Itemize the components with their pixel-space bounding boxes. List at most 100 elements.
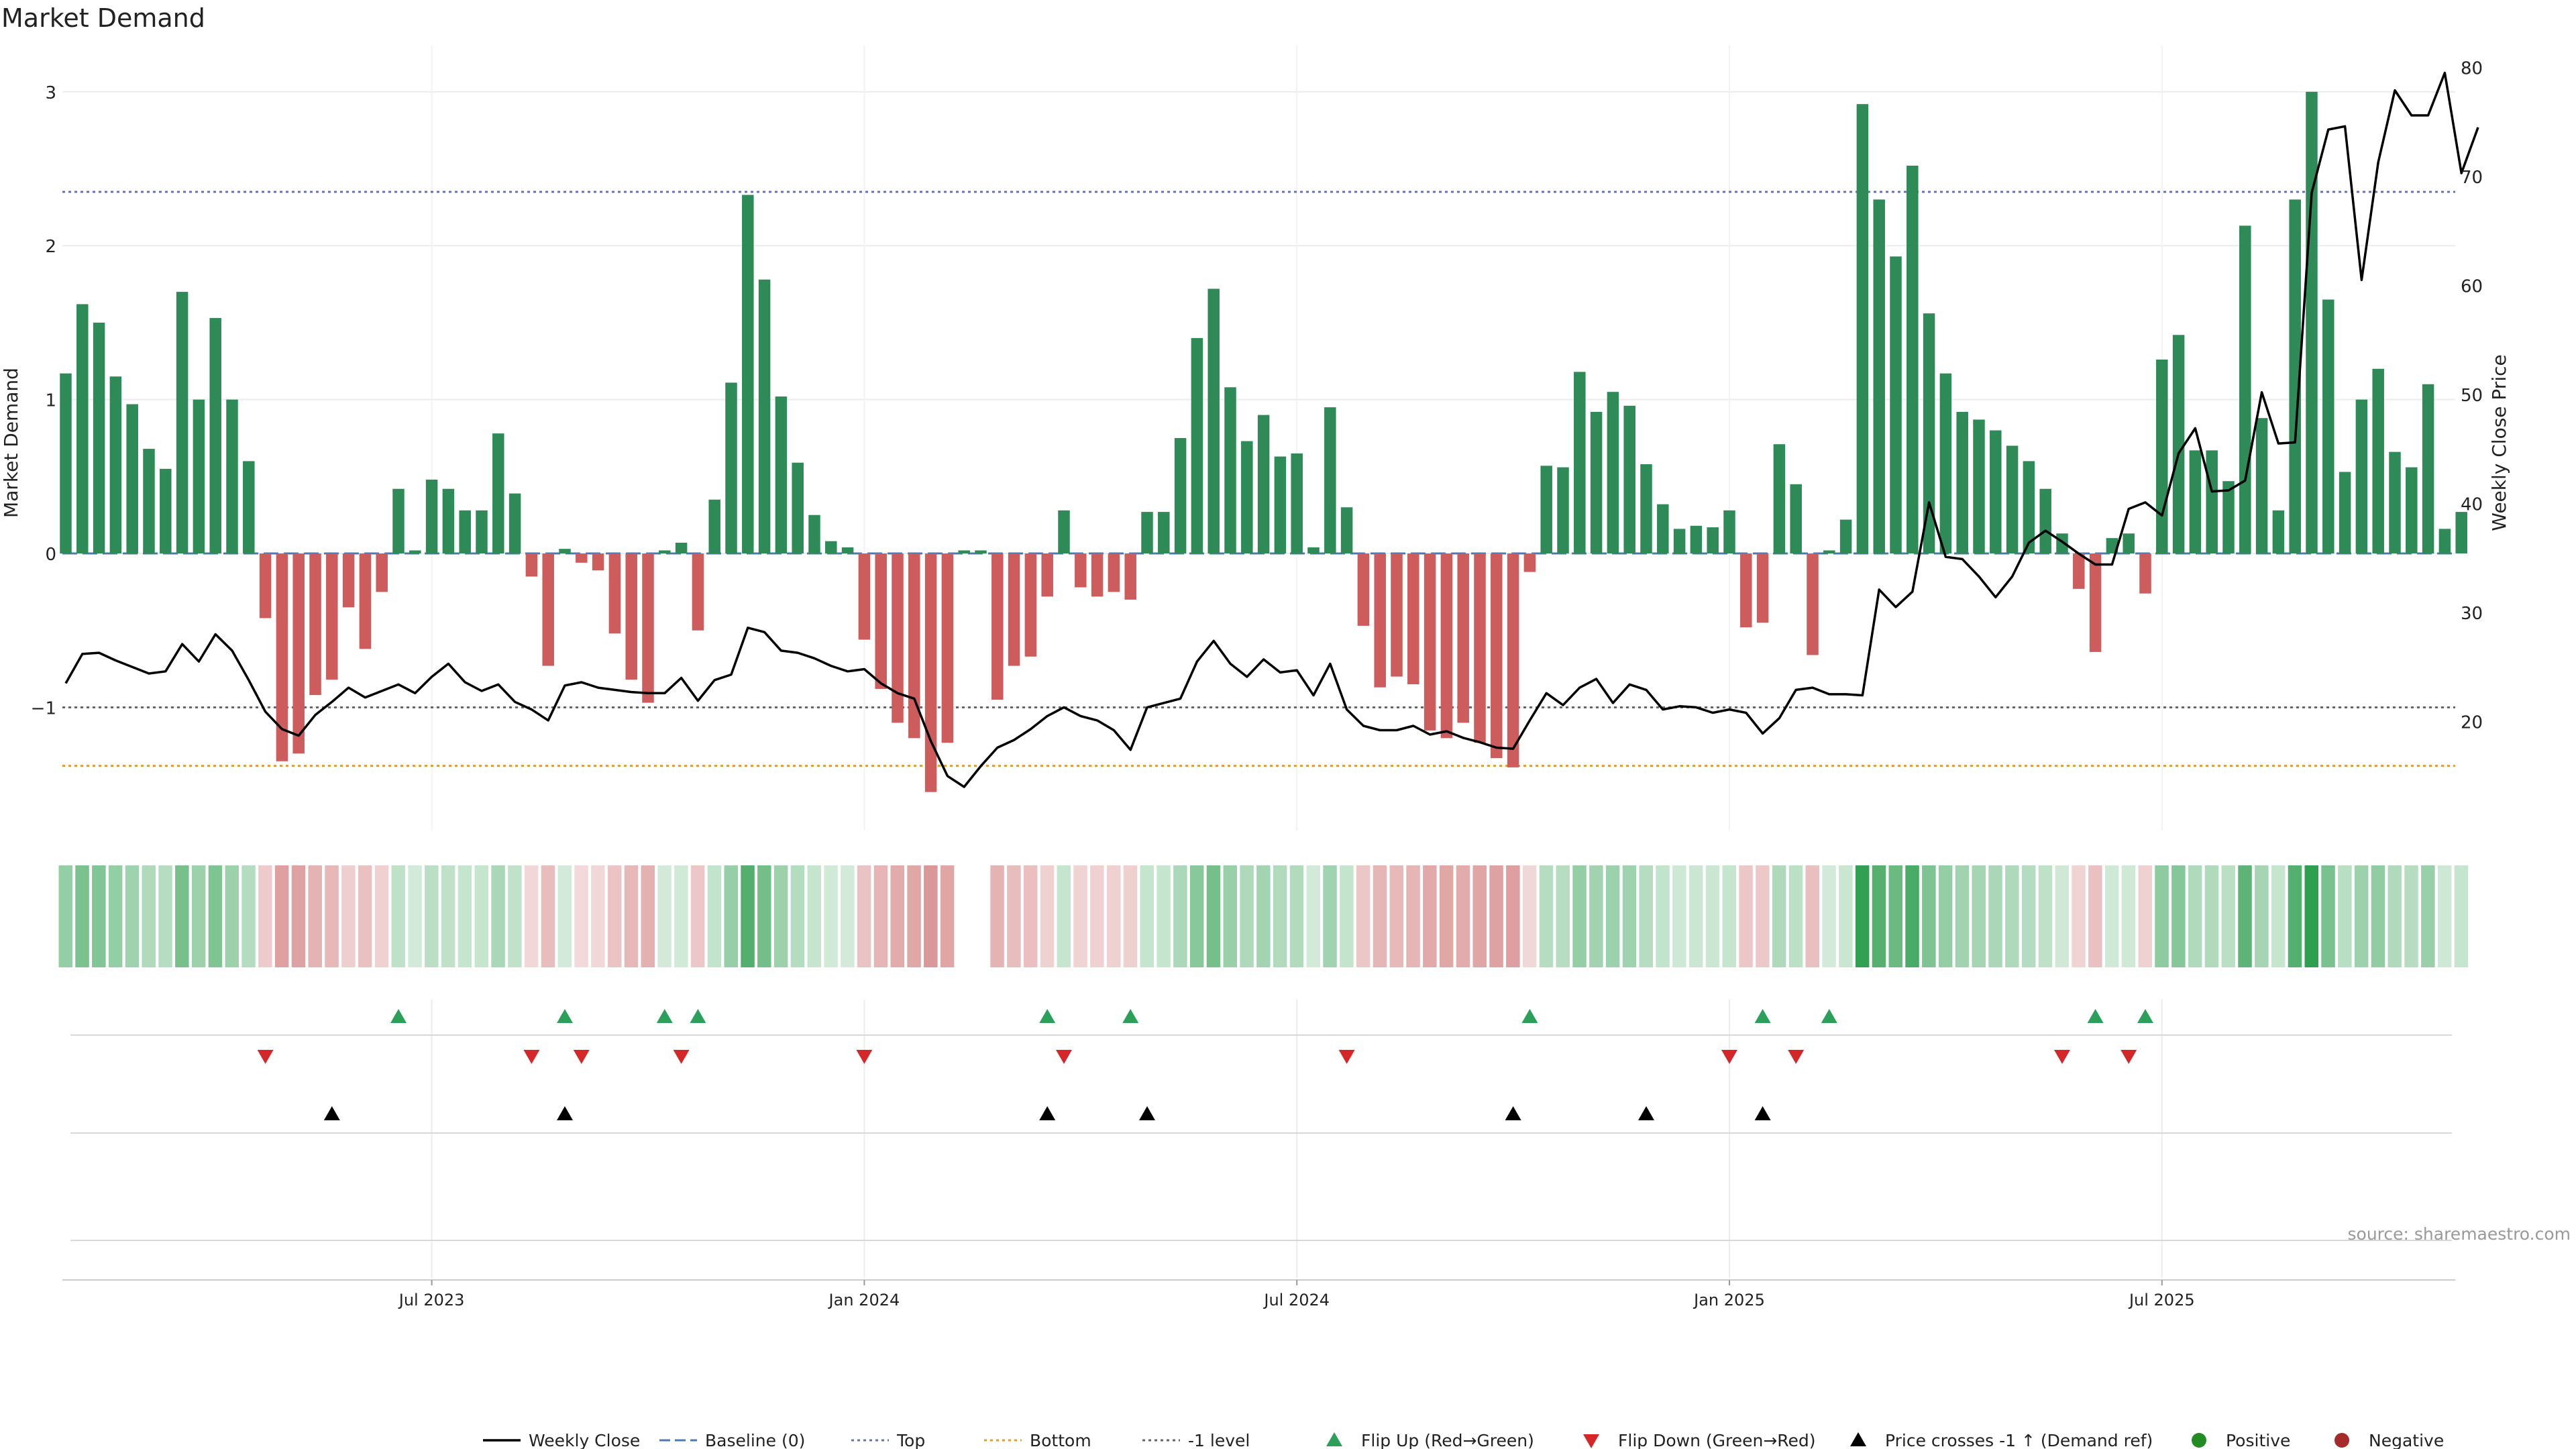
- legend-label: Positive: [2226, 1431, 2290, 1449]
- legend-item: Baseline (0): [659, 1431, 805, 1449]
- demand-bar-negative: [292, 553, 305, 754]
- demand-bar-positive: [1557, 467, 1569, 554]
- demand-bar-positive: [425, 479, 438, 554]
- demand-bar-negative: [858, 553, 871, 640]
- heat-cell-positive: [1556, 865, 1570, 967]
- demand-bar-positive: [508, 493, 521, 554]
- heat-cell-negative: [358, 865, 372, 967]
- y-left-tick-label: 3: [45, 83, 56, 103]
- demand-bar-positive: [1923, 313, 1935, 554]
- heat-cell-positive: [557, 865, 572, 967]
- heat-cell-positive: [2371, 865, 2385, 967]
- heat-cell-negative: [308, 865, 322, 967]
- heat-cell-positive: [1140, 865, 1154, 967]
- demand-bar-negative: [1523, 553, 1536, 572]
- demand-bar-positive: [2455, 512, 2467, 554]
- heat-cell-positive: [1888, 865, 1902, 967]
- x-tick-label: Jul 2025: [2128, 1291, 2195, 1309]
- price-cross-marker: [1638, 1106, 1654, 1120]
- demand-bar-positive: [1973, 419, 1985, 554]
- flip-down-marker: [1338, 1050, 1355, 1064]
- heat-cell-positive: [241, 865, 256, 967]
- demand-bar-negative: [1024, 553, 1037, 657]
- demand-bar-positive: [1574, 372, 1586, 554]
- demand-bar-positive: [226, 399, 238, 554]
- demand-bar-negative: [576, 553, 588, 563]
- heat-cell-positive: [2005, 865, 2019, 967]
- legend-item: Flip Up (Red→Green): [1326, 1431, 1534, 1449]
- heat-cell-positive: [142, 865, 156, 967]
- heat-cell-negative: [2088, 865, 2102, 967]
- demand-bar-negative: [342, 553, 355, 608]
- heat-cell-negative: [1739, 865, 1753, 967]
- demand-bar-positive: [2106, 538, 2118, 554]
- heat-cell-positive: [2155, 865, 2169, 967]
- heat-cell-positive: [1839, 865, 1853, 967]
- heat-cell-positive: [1672, 865, 1686, 967]
- heat-cell-positive: [1306, 865, 1320, 967]
- demand-bar-positive: [1607, 392, 1619, 554]
- legend-item: Bottom: [984, 1431, 1091, 1449]
- heat-cell-positive: [1289, 865, 1304, 967]
- demand-bar-positive: [841, 547, 854, 554]
- demand-bar-positive: [1623, 405, 1635, 554]
- demand-bar-positive: [775, 396, 788, 554]
- legend-item: Top: [851, 1431, 925, 1449]
- heat-cell-negative: [1472, 865, 1487, 967]
- legend-label: Baseline (0): [705, 1431, 805, 1449]
- heat-cell-positive: [790, 865, 805, 967]
- demand-bar-negative: [1075, 553, 1087, 588]
- heat-cell-negative: [940, 865, 955, 967]
- flip-up-marker: [1754, 1009, 1771, 1023]
- demand-bar-positive: [2406, 467, 2418, 554]
- demand-bar-positive: [808, 515, 820, 554]
- y-right-tick-label: 20: [2461, 713, 2483, 733]
- demand-bar-negative: [1357, 553, 1370, 626]
- heat-cell-positive: [125, 865, 140, 967]
- legend-swatch-positive: [2192, 1433, 2206, 1448]
- demand-bar-positive: [1839, 519, 1852, 554]
- flip-down-marker: [1721, 1050, 1737, 1064]
- heat-cell-negative: [258, 865, 272, 967]
- demand-bar-negative: [1740, 553, 1752, 628]
- price-cross-marker: [1505, 1106, 1521, 1120]
- heat-cell-negative: [1522, 865, 1537, 967]
- heat-cell-positive: [2255, 865, 2269, 967]
- y-left-tick-label: 0: [45, 545, 56, 565]
- heat-cell-positive: [75, 865, 89, 967]
- demand-bar-positive: [1257, 415, 1270, 554]
- demand-bar-positive: [2222, 481, 2235, 554]
- heat-cell-negative: [591, 865, 605, 967]
- y-axis-left-label: Market Demand: [0, 368, 22, 518]
- flip-up-marker: [1039, 1009, 1056, 1023]
- demand-bar-positive: [1274, 456, 1287, 554]
- heat-cell-positive: [1539, 865, 1554, 967]
- heat-cell-positive: [1057, 865, 1071, 967]
- demand-bar-positive: [2023, 461, 2035, 554]
- heat-cell-positive: [1688, 865, 1703, 967]
- demand-bar-positive: [725, 382, 737, 554]
- heat-cell-positive: [773, 865, 788, 967]
- flip-up-marker: [557, 1009, 573, 1023]
- demand-bar-positive: [758, 279, 771, 554]
- demand-bar-positive: [1224, 387, 1236, 554]
- demand-bar-positive: [1640, 464, 1652, 554]
- demand-bar-negative: [1008, 553, 1020, 666]
- demand-bar-positive: [1141, 512, 1153, 554]
- weekly-close-line: [64, 71, 2479, 788]
- heat-cell-positive: [2021, 865, 2036, 967]
- heat-cell-positive: [1938, 865, 1953, 967]
- heat-cell-negative: [924, 865, 938, 967]
- demand-bar-negative: [1807, 553, 1819, 655]
- flip-up-marker: [1122, 1009, 1139, 1023]
- legend-item: -1 level: [1142, 1431, 1250, 1449]
- heat-cell-negative: [1040, 865, 1055, 967]
- heat-cell-positive: [1323, 865, 1337, 967]
- demand-bar-positive: [193, 399, 205, 554]
- heat-cell-positive: [657, 865, 672, 967]
- demand-bar-positive: [659, 550, 671, 554]
- demand-bar-positive: [1673, 529, 1686, 554]
- x-tick-label: Jan 2024: [828, 1291, 900, 1309]
- flip-down-marker: [673, 1050, 690, 1064]
